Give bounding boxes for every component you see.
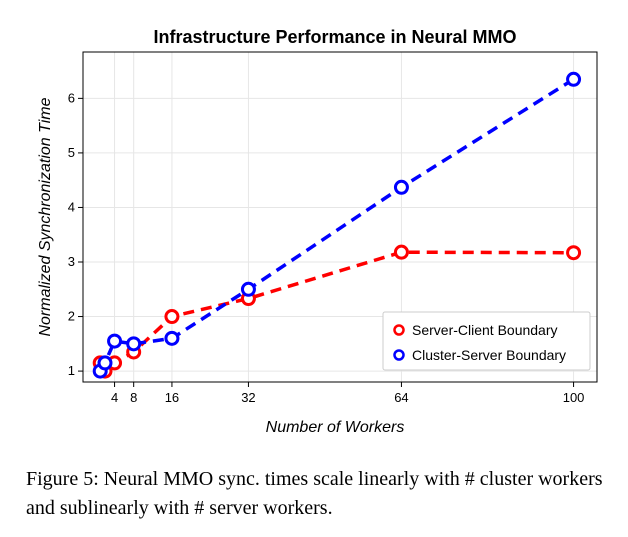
legend: Server-Client Boundary Cluster-Server Bo… xyxy=(382,311,591,371)
series-line xyxy=(98,250,574,374)
data-point xyxy=(240,281,256,297)
data-point xyxy=(393,244,409,260)
legend-box xyxy=(382,311,591,371)
y-tick-label: 3 xyxy=(68,254,75,269)
series-layer xyxy=(92,71,582,379)
data-point xyxy=(566,245,582,261)
y-tick-label: 2 xyxy=(68,309,75,324)
legend-marker-server-client xyxy=(393,324,405,336)
data-point xyxy=(126,336,142,352)
plot-frame xyxy=(82,51,598,383)
series-1 xyxy=(92,71,582,379)
x-axis-label: Number of Workers xyxy=(266,419,405,436)
data-point xyxy=(566,71,582,87)
legend-label-server-client: Server-Client Boundary xyxy=(412,322,558,338)
x-tick-label: 32 xyxy=(241,390,255,405)
x-tick-label: 64 xyxy=(394,390,408,405)
x-tick-label: 8 xyxy=(130,390,137,405)
y-tick-label: 6 xyxy=(68,90,75,105)
y-tick-label: 5 xyxy=(68,145,75,160)
data-point xyxy=(107,333,123,349)
figure-caption: Figure 5: Neural MMO sync. times scale l… xyxy=(26,468,603,519)
legend-marker-cluster-server xyxy=(393,349,405,361)
y-tick-label: 1 xyxy=(68,363,75,378)
x-tick-label: 4 xyxy=(111,390,118,405)
y-tick-label: 4 xyxy=(68,199,75,214)
data-point xyxy=(393,179,409,195)
chart-title: Infrastructure Performance in Neural MMO xyxy=(153,27,516,47)
data-point xyxy=(97,355,113,371)
y-axis-label: Normalized Synchronization Time xyxy=(37,97,54,336)
data-point xyxy=(164,309,180,325)
data-point xyxy=(164,330,180,346)
x-tick-label: 100 xyxy=(563,390,585,405)
chart: Infrastructure Performance in Neural MMO… xyxy=(37,27,598,436)
grid xyxy=(83,52,597,382)
x-tick-label: 16 xyxy=(165,390,179,405)
legend-label-cluster-server: Cluster-Server Boundary xyxy=(412,347,566,363)
